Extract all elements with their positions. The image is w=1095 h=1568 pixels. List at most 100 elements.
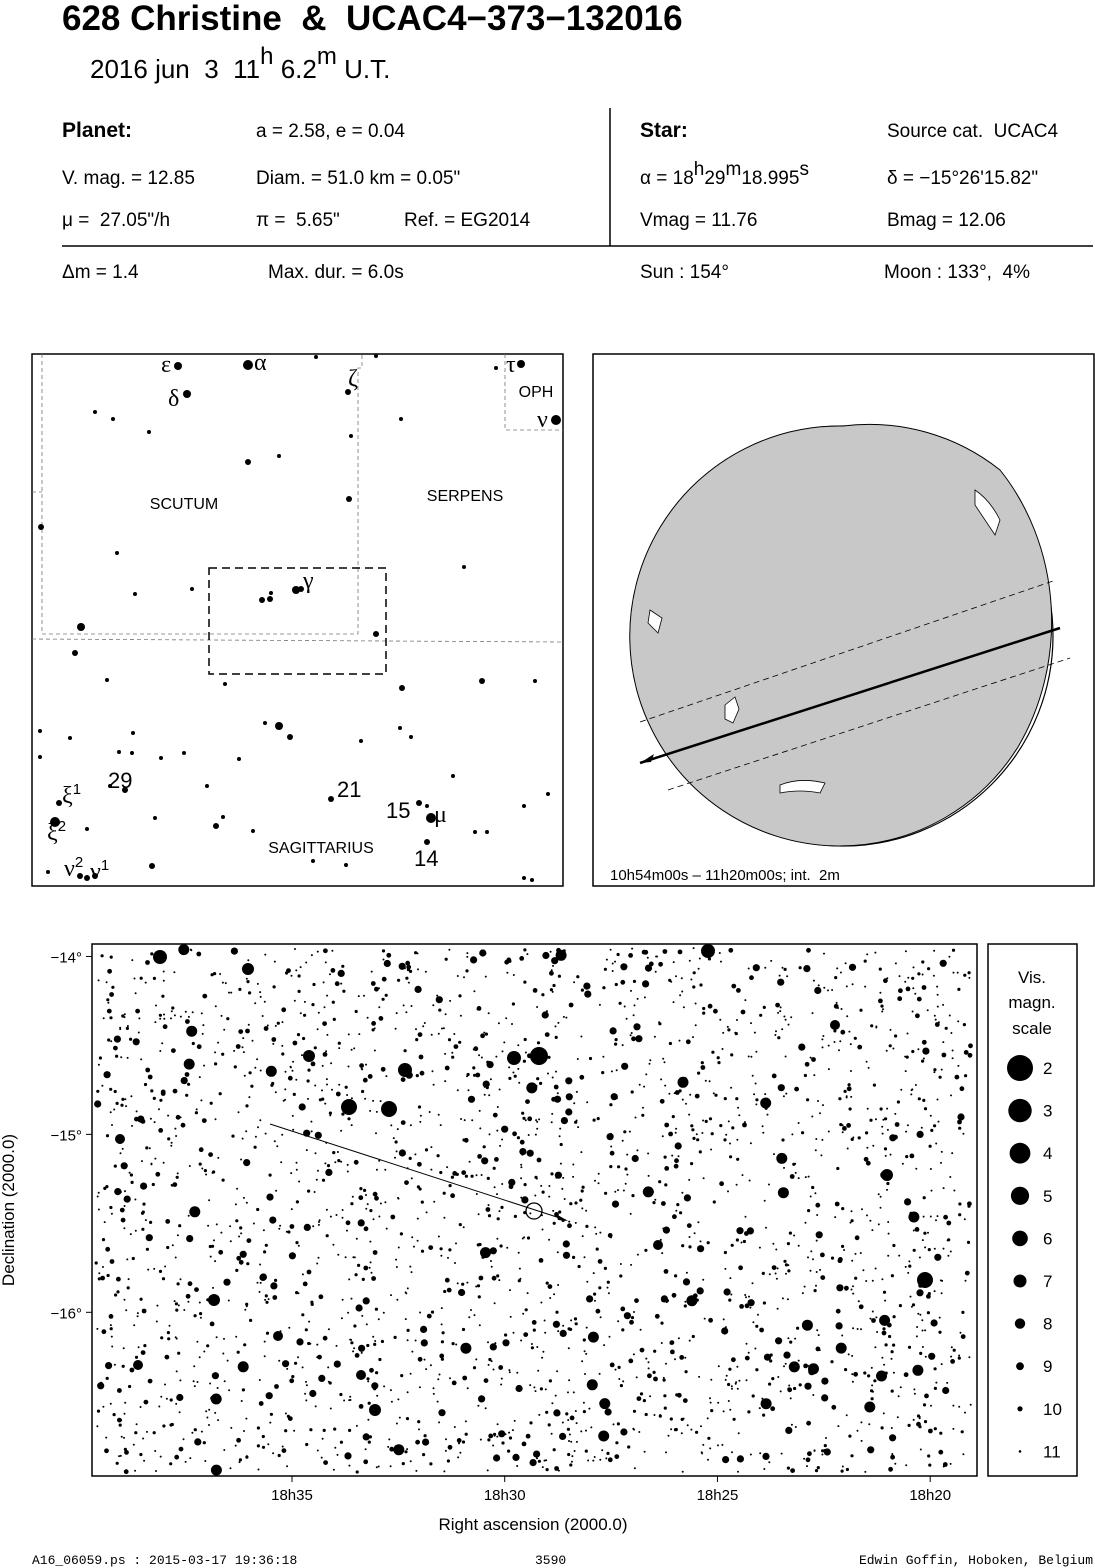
field-star [152, 1096, 156, 1100]
field-star [299, 1012, 302, 1015]
field-star [274, 1091, 277, 1094]
field-star [193, 1314, 197, 1318]
field-star [199, 1312, 203, 1316]
field-star [362, 1297, 370, 1305]
field-star [562, 1176, 565, 1179]
field-star [874, 1346, 877, 1349]
field-star [567, 1223, 572, 1229]
star-name: τ [506, 352, 516, 378]
field-star [458, 994, 462, 998]
field-star [256, 1444, 260, 1448]
field-star [807, 1175, 810, 1178]
field-star [754, 1347, 757, 1350]
field-star [252, 1222, 255, 1225]
field-star [374, 1195, 379, 1201]
field-star [915, 1013, 920, 1019]
field-star [291, 1375, 295, 1379]
field-star [409, 1265, 412, 1268]
bright-star [369, 1404, 381, 1416]
field-star [387, 1445, 390, 1448]
field-star [174, 1256, 177, 1259]
field-star [661, 1300, 664, 1302]
field-star [547, 1055, 551, 1059]
field-star [883, 978, 888, 984]
field-star [804, 1382, 812, 1390]
field-star [154, 1021, 157, 1024]
field-star [920, 1126, 923, 1129]
field-star [872, 1083, 877, 1087]
field-star [941, 1052, 947, 1058]
field-star [771, 1377, 775, 1381]
field: Bmag = 12.06 [887, 210, 1006, 231]
finder-star [131, 731, 135, 735]
field-star [472, 1048, 475, 1051]
field-star [245, 1104, 249, 1108]
field-star [203, 1064, 206, 1067]
field-star [261, 1434, 265, 1439]
field-star [496, 1435, 499, 1438]
field-star [898, 975, 901, 978]
field-star [620, 1428, 628, 1436]
field-star [207, 1224, 210, 1227]
legend-title: magn. [1008, 993, 1055, 1012]
field-star [486, 1176, 490, 1180]
field-star [509, 1315, 512, 1318]
field-star [719, 1018, 722, 1021]
field-star [719, 1181, 724, 1187]
field-star [313, 1191, 316, 1193]
field-star [111, 1345, 114, 1348]
field-star [375, 1466, 378, 1469]
field-star [863, 1371, 867, 1375]
field-star [293, 1429, 296, 1432]
field-star [350, 1297, 353, 1300]
field-star [115, 1101, 119, 1105]
field-star [599, 1316, 602, 1319]
field-star [957, 1119, 962, 1125]
field-star [694, 1002, 697, 1005]
field-star [957, 987, 961, 992]
field-star [744, 1355, 750, 1361]
field-star [418, 1386, 421, 1389]
field-star [679, 994, 682, 997]
field-star [229, 1467, 232, 1470]
field-star [730, 1053, 734, 1057]
field-star [337, 969, 345, 978]
field-star [805, 1323, 808, 1326]
field-star [130, 1180, 134, 1184]
field-star [537, 1369, 540, 1372]
path-line [269, 1123, 567, 1221]
field-star [461, 1170, 467, 1175]
field-star [557, 974, 562, 978]
field-star [451, 1051, 454, 1054]
field-star [921, 985, 927, 990]
field-star [717, 1401, 720, 1404]
field-star [477, 1213, 480, 1216]
finder-star [551, 415, 561, 425]
field-star [150, 1163, 153, 1166]
field-star [294, 1361, 298, 1365]
field-star [363, 1265, 369, 1271]
field-star [721, 1443, 724, 1446]
bright-star [830, 1020, 840, 1030]
field-star [653, 1035, 656, 1038]
field-star [496, 1193, 498, 1196]
field-star [695, 1298, 699, 1302]
constellation-label: SCUTUM [150, 496, 218, 513]
field-star [339, 1440, 343, 1444]
field-star [827, 1130, 830, 1133]
field-star [362, 1077, 368, 1083]
field-star [429, 1462, 433, 1466]
field-star [622, 1189, 625, 1192]
field-star [496, 1237, 499, 1240]
field-star [864, 985, 867, 988]
field-star [96, 1327, 99, 1330]
field-star [556, 1370, 559, 1373]
field-star [166, 1245, 170, 1250]
field-star [781, 966, 784, 969]
field-star [372, 1099, 375, 1102]
field-star [797, 1359, 800, 1362]
field-star [134, 1431, 138, 1435]
finder-star [115, 551, 119, 555]
field-star [365, 1063, 367, 1066]
field-star [384, 993, 388, 997]
